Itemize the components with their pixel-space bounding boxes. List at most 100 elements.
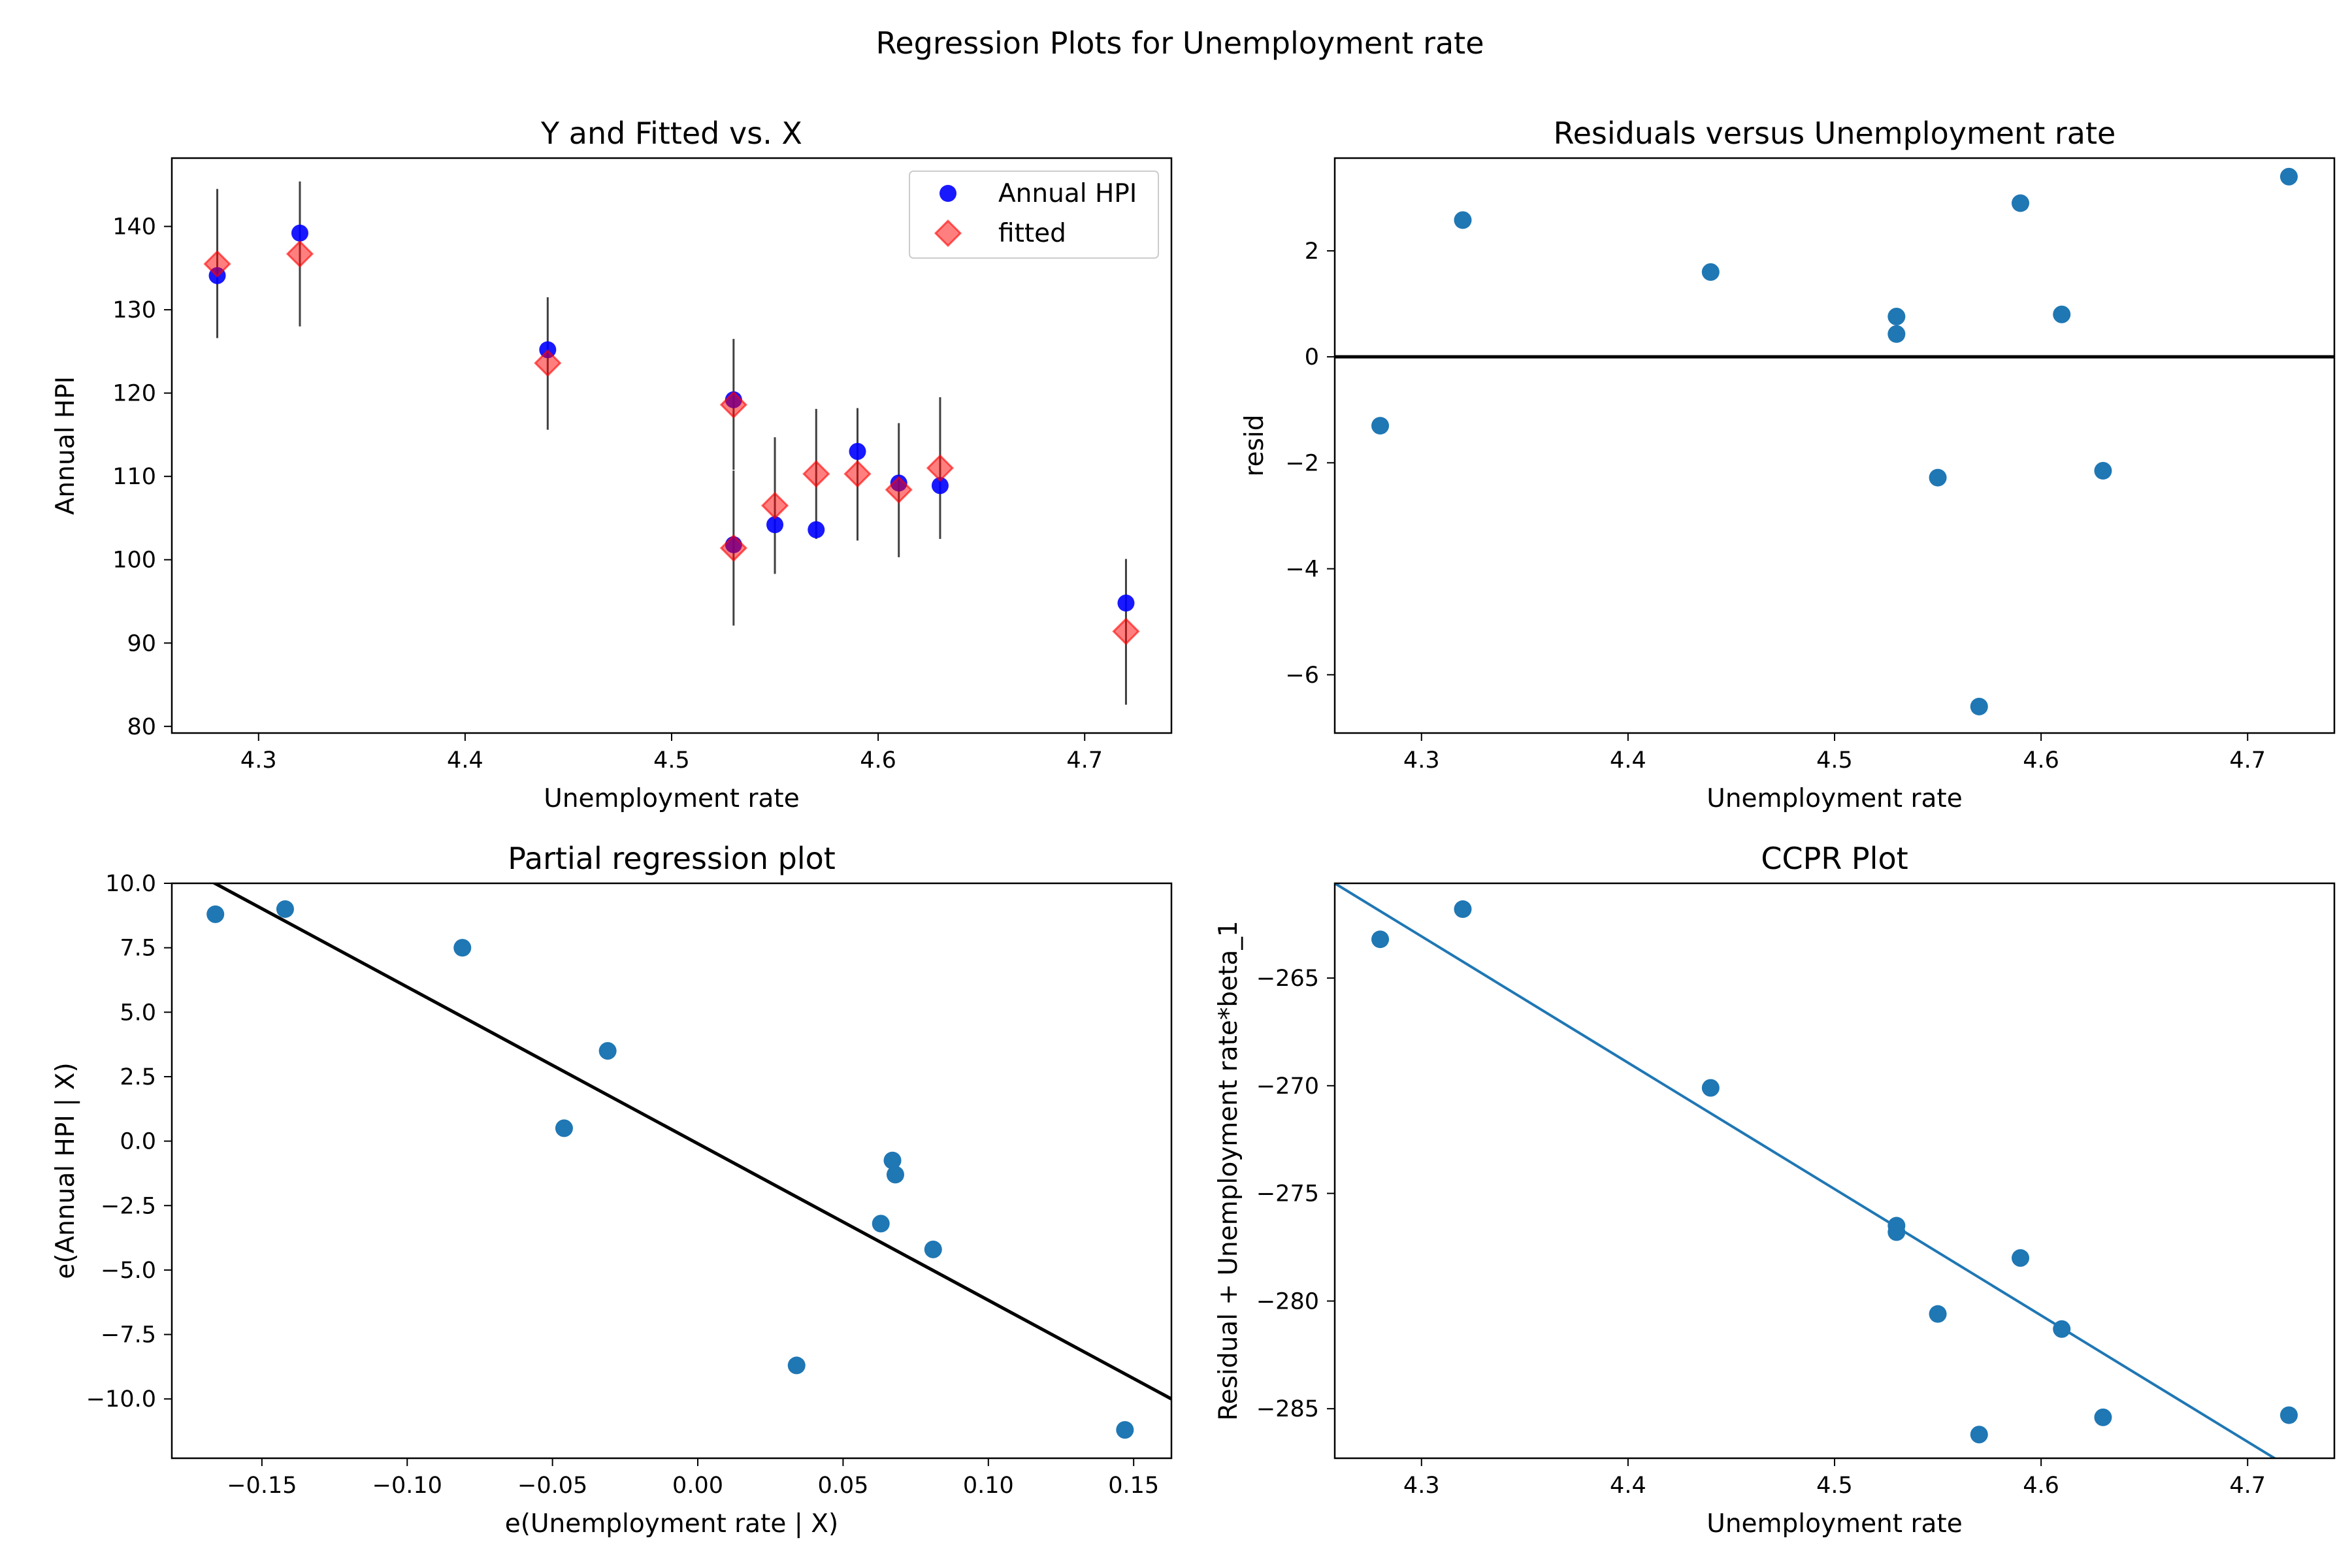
data-point (2053, 1320, 2071, 1338)
x-tick-label: 4.4 (1610, 1473, 1646, 1499)
data-point (2279, 167, 2298, 186)
data-point (1929, 468, 1947, 487)
x-tick-label: 4.5 (653, 747, 690, 774)
fitted-point (286, 240, 314, 268)
data-point (883, 1151, 902, 1169)
y-axis-label: Residual + Unemployment rate*beta_1 (1214, 921, 1243, 1420)
legend: Annual HPI fitted (909, 171, 1159, 259)
fitted-point (534, 349, 562, 377)
y-axis-label: Annual HPI (51, 376, 80, 515)
data-point (276, 900, 294, 918)
x-axis-label: e(Unemployment rate | X) (505, 1509, 838, 1539)
axes-frame (1333, 882, 2336, 1460)
annual-hpi-point (1117, 595, 1135, 612)
legend-label-fitted: fitted (998, 219, 1066, 248)
axes-frame (171, 157, 1173, 734)
legend-box (909, 171, 1159, 259)
x-tick-label: 0.05 (817, 1473, 868, 1499)
data-point (886, 1166, 904, 1184)
data-point (1887, 325, 1906, 343)
x-axis-label: Unemployment rate (1707, 784, 1962, 813)
fitted-point (760, 491, 789, 519)
y-tick-label: −5.0 (101, 1258, 156, 1284)
fitted-point (885, 476, 913, 504)
data-point (1970, 697, 1988, 715)
annual-hpi-point (808, 521, 825, 538)
fitted-point (719, 534, 747, 562)
data-point (1701, 263, 1720, 281)
y-tick-label: 2 (1305, 238, 1319, 265)
annual-hpi-point (931, 477, 949, 495)
y-tick-label: −2 (1285, 450, 1319, 476)
plot-area (203, 181, 1140, 705)
data-point (1116, 1421, 1134, 1439)
legend-marker-annual-hpi (939, 185, 956, 202)
y-tick-label: 0 (1305, 344, 1319, 370)
x-tick-label: 0.15 (1108, 1473, 1159, 1499)
data-point (924, 1240, 942, 1258)
data-point (2094, 462, 2112, 480)
y-tick-label: −7.5 (101, 1322, 156, 1348)
plot-title: Partial regression plot (508, 841, 836, 876)
data-point (1970, 1426, 1988, 1444)
y-tick-label: 80 (127, 714, 156, 740)
legend-label-annual-hpi: Annual HPI (998, 179, 1137, 208)
x-axis-label: Unemployment rate (1707, 1509, 1962, 1539)
data-point (1701, 1079, 1720, 1097)
annual-hpi-point (849, 442, 866, 460)
y-tick-label: 120 (112, 381, 156, 407)
data-point (555, 1119, 573, 1137)
plot-title: Y and Fitted vs. X (540, 116, 802, 151)
y-tick-label: 5.0 (120, 1000, 156, 1026)
data-point (2012, 1249, 2030, 1267)
fit-line (1335, 883, 2278, 1458)
y-tick-label: −4 (1285, 557, 1319, 583)
x-tick-label: 4.4 (1610, 747, 1646, 774)
plot-area (1335, 883, 2298, 1458)
data-point (872, 1215, 890, 1233)
x-tick-label: −0.05 (517, 1473, 587, 1499)
x-tick-label: 4.7 (2229, 747, 2266, 774)
subplot-1: Y and Fitted vs. X Unemployment rate Annua… (51, 116, 1173, 813)
data-point (1371, 417, 1390, 435)
y-tick-label: −285 (1256, 1396, 1319, 1422)
y-tick-label: 130 (112, 297, 156, 323)
plot-title: CCPR Plot (1761, 841, 1908, 876)
y-tick-label: −265 (1256, 966, 1319, 992)
x-tick-label: 4.6 (2023, 1473, 2059, 1499)
x-tick-label: 4.7 (2229, 1473, 2266, 1499)
data-point (2012, 194, 2030, 212)
data-point (1371, 930, 1390, 949)
y-tick-label: 100 (112, 547, 156, 574)
data-point (1887, 1223, 1906, 1241)
y-tick-label: 110 (112, 464, 156, 490)
y-tick-label: 7.5 (120, 936, 156, 962)
y-axis-label: resid (1240, 414, 1269, 476)
y-tick-label: −10.0 (86, 1386, 156, 1413)
data-point (206, 905, 225, 923)
fit-line (211, 883, 1171, 1401)
data-point (1929, 1305, 1947, 1323)
axes-frame (171, 882, 1173, 1460)
x-tick-label: −0.15 (227, 1473, 297, 1499)
x-tick-label: 4.6 (2023, 747, 2059, 774)
y-tick-label: −6 (1285, 662, 1319, 689)
fitted-point (843, 460, 872, 488)
y-tick-label: 140 (112, 214, 156, 240)
plot-area (206, 883, 1171, 1439)
x-tick-label: −0.10 (372, 1473, 442, 1499)
fitted-point (926, 454, 955, 482)
subplot-2: Residuals versus Unemployment rate Unempl… (1240, 116, 2336, 813)
x-tick-label: 4.5 (1816, 747, 1853, 774)
y-tick-label: 2.5 (120, 1064, 156, 1090)
data-point (1454, 211, 1472, 229)
plot-area (1335, 167, 2334, 715)
data-point (2094, 1408, 2112, 1426)
fitted-point (719, 391, 747, 419)
y-tick-label: 10.0 (105, 871, 156, 897)
data-point (1454, 900, 1472, 919)
data-point (1887, 308, 1906, 326)
figure-suptitle: Regression Plots for Unemployment rate (875, 25, 1484, 61)
legend-marker-fitted (934, 219, 962, 248)
